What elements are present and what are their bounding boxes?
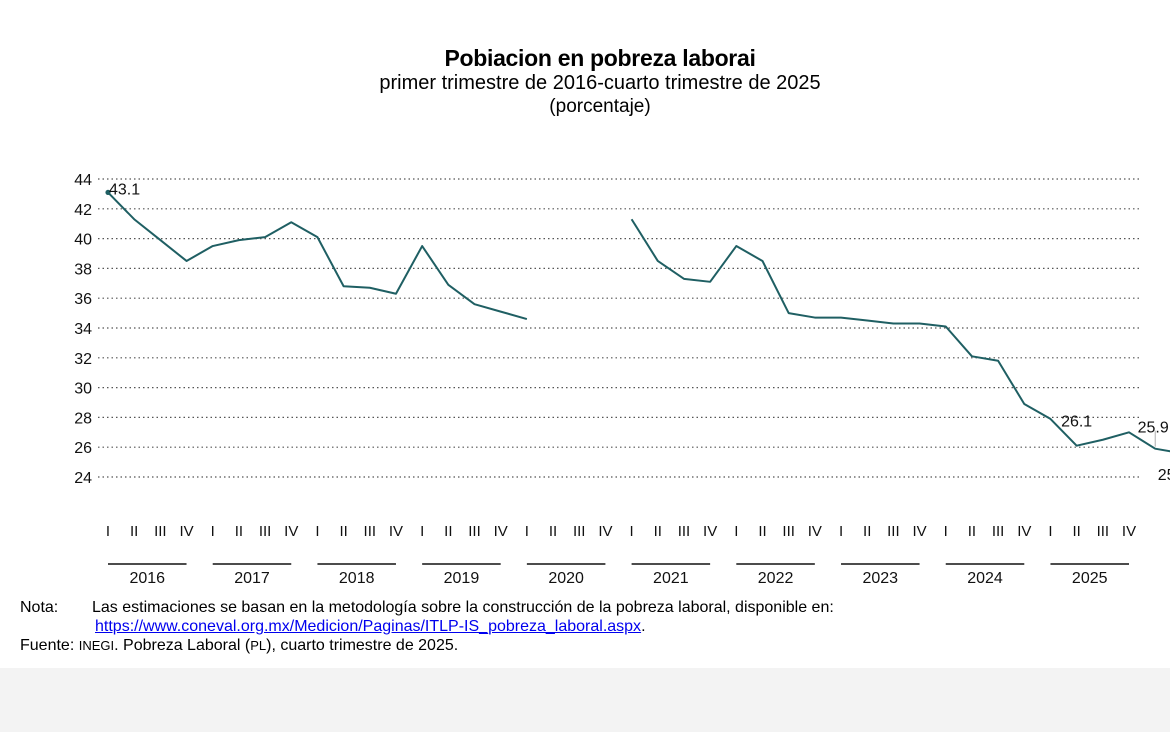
x-tick-label: III [259,523,272,540]
year-label: 2020 [548,570,584,587]
x-tick-label: II [968,523,976,540]
year-label: 2018 [339,570,375,587]
y-tick-label: 34 [74,321,92,338]
x-tick-label: I [420,523,424,540]
chart-units: (porcentaje) [549,96,651,117]
x-tick-label: IV [1122,523,1136,540]
y-tick-label: 36 [74,291,92,308]
chart-subtitle: primer trimestre de 2016-cuarto trimestr… [379,72,821,94]
year-label: 2024 [967,570,1003,587]
chart-card: Pobiacion en pobreza laborai primer trim… [0,0,1170,668]
year-label: 2019 [444,570,480,587]
x-tick-label: IV [494,523,508,540]
x-tick-label: III [992,523,1005,540]
nota-row: Nota: Las estimaciones se basan en la me… [20,598,834,617]
year-label: 2016 [129,570,165,587]
data-label: 25.9 [1138,420,1169,437]
year-label: 2021 [653,570,689,587]
y-tick-label: 32 [74,351,92,368]
line-chart: 242628303234363840424443.126.125.925.6II… [74,172,1170,587]
fuente-label: Fuente: [20,637,75,654]
nota-text: Las estimaciones se basan en la metodolo… [92,599,834,616]
x-tick-label: IV [912,523,926,540]
x-tick-label: III [468,523,481,540]
x-tick-label: I [630,523,634,540]
x-tick-label: IV [389,523,403,540]
year-label: 2023 [862,570,898,587]
x-tick-label: IV [1017,523,1031,540]
nota-label: Nota: [20,599,59,616]
x-tick-label: IV [808,523,822,540]
nota-link[interactable]: https://www.coneval.org.mx/Medicion/Pagi… [95,618,642,635]
x-tick-label: IV [703,523,717,540]
x-tick-label: I [734,523,738,540]
title-block: Pobiacion en pobreza laborai primer trim… [0,44,1170,119]
fuente-text-2: ), cuarto trimestre de 2025. [266,637,459,654]
x-tick-label: III [573,523,586,540]
x-tick-label: II [654,523,662,540]
x-tick-label: II [1072,523,1080,540]
year-label: 2022 [758,570,794,587]
x-tick-label: I [106,523,110,540]
y-tick-label: 42 [74,202,92,219]
series-line [630,218,1170,453]
y-tick-label: 44 [74,172,92,189]
x-tick-label: III [1097,523,1110,540]
y-tick-label: 28 [74,410,92,427]
nota-url-suffix: . [641,618,646,635]
x-tick-label: III [364,523,377,540]
y-tick-label: 40 [74,232,92,249]
x-tick-label: I [525,523,529,540]
x-tick-label: I [211,523,215,540]
data-label: 25.6 [1158,467,1170,484]
x-tick-label: I [944,523,948,540]
x-tick-label: II [549,523,557,540]
x-tick-label: II [758,523,766,540]
fuente-row: Fuente: INEGI. Pobreza Laboral (PL), cua… [20,636,834,655]
data-label: 43.1 [109,181,140,198]
x-tick-label: II [863,523,871,540]
y-tick-label: 38 [74,261,92,278]
x-tick-label: IV [179,523,193,540]
y-tick-label: 26 [74,440,92,457]
x-tick-label: III [154,523,167,540]
y-tick-label: 30 [74,381,92,398]
year-label: 2025 [1072,570,1108,587]
x-tick-label: IV [284,523,298,540]
chart-title: Pobiacion en pobreza laborai [444,45,756,71]
year-label: 2017 [234,570,270,587]
fuente-text-1: . Pobreza Laboral ( [114,637,251,654]
x-tick-label: I [839,523,843,540]
y-tick-label: 24 [74,470,92,487]
fuente-org: INEGI [78,638,115,653]
x-tick-label: III [887,523,900,540]
notes-block: Nota: Las estimaciones se basan en la me… [20,598,834,655]
series-point [105,189,111,196]
x-tick-label: II [130,523,138,540]
x-tick-label: II [339,523,347,540]
x-tick-label: III [678,523,691,540]
x-tick-label: I [315,523,319,540]
x-tick-label: II [444,523,452,540]
x-tick-label: I [1048,523,1052,540]
data-label: 26.1 [1061,414,1092,431]
fuente-abbr: PL [250,638,267,653]
nota-url-row: https://www.coneval.org.mx/Medicion/Pagi… [20,617,834,636]
x-tick-label: IV [598,523,612,540]
x-tick-label: III [782,523,795,540]
series-line [107,191,528,321]
x-tick-label: II [235,523,243,540]
